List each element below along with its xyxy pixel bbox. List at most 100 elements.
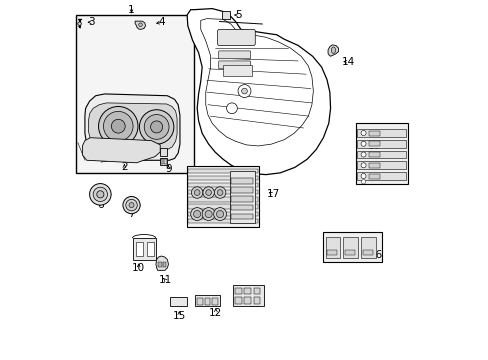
Circle shape bbox=[213, 208, 226, 221]
Text: 4: 4 bbox=[159, 17, 165, 27]
Text: 18: 18 bbox=[367, 141, 380, 151]
Polygon shape bbox=[187, 9, 330, 175]
Polygon shape bbox=[85, 94, 180, 160]
Bar bbox=[345, 250, 355, 255]
Bar bbox=[343, 237, 357, 258]
Text: 3: 3 bbox=[88, 17, 95, 27]
Text: 6: 6 bbox=[97, 200, 103, 210]
Circle shape bbox=[226, 103, 237, 114]
Circle shape bbox=[150, 121, 163, 133]
Bar bbox=[188, 204, 257, 209]
Circle shape bbox=[360, 152, 366, 157]
Bar bbox=[197, 298, 203, 305]
Bar bbox=[76, 15, 194, 173]
Bar bbox=[326, 250, 337, 255]
Text: 13: 13 bbox=[248, 299, 262, 309]
Circle shape bbox=[99, 107, 138, 146]
Bar bbox=[231, 205, 253, 211]
Bar bbox=[356, 150, 406, 158]
Bar bbox=[244, 297, 250, 304]
Circle shape bbox=[125, 199, 137, 211]
Bar bbox=[325, 237, 339, 258]
Circle shape bbox=[216, 211, 223, 218]
Bar bbox=[253, 288, 260, 294]
Bar bbox=[132, 238, 156, 260]
Bar bbox=[231, 178, 253, 184]
Text: 8: 8 bbox=[161, 143, 168, 153]
Circle shape bbox=[97, 191, 104, 198]
Bar bbox=[204, 298, 210, 305]
Bar bbox=[355, 123, 407, 184]
Polygon shape bbox=[156, 256, 168, 270]
Bar bbox=[222, 11, 229, 19]
Circle shape bbox=[360, 174, 366, 179]
Polygon shape bbox=[88, 103, 177, 149]
Bar bbox=[368, 152, 379, 157]
Text: 2: 2 bbox=[121, 162, 127, 172]
Circle shape bbox=[193, 211, 201, 218]
Bar bbox=[188, 197, 257, 202]
Circle shape bbox=[361, 180, 365, 184]
Circle shape bbox=[241, 88, 247, 94]
Circle shape bbox=[202, 208, 215, 221]
Bar bbox=[356, 161, 406, 169]
Circle shape bbox=[203, 187, 214, 198]
Bar bbox=[160, 148, 167, 156]
Bar bbox=[188, 176, 257, 180]
Bar bbox=[160, 158, 167, 165]
Bar bbox=[253, 297, 260, 304]
Text: 9: 9 bbox=[165, 164, 171, 174]
Ellipse shape bbox=[330, 47, 335, 53]
Text: 10: 10 bbox=[132, 263, 145, 273]
Text: 5: 5 bbox=[235, 10, 241, 20]
Circle shape bbox=[238, 85, 250, 98]
Bar bbox=[231, 196, 253, 202]
Bar bbox=[158, 262, 162, 267]
Text: 7: 7 bbox=[128, 209, 135, 219]
Text: 17: 17 bbox=[266, 189, 279, 199]
Circle shape bbox=[144, 114, 169, 139]
Bar bbox=[356, 129, 406, 137]
Bar bbox=[368, 141, 379, 146]
Circle shape bbox=[194, 190, 200, 195]
Bar bbox=[188, 190, 257, 194]
Bar bbox=[188, 183, 257, 187]
Bar bbox=[164, 159, 166, 163]
Bar bbox=[136, 242, 143, 256]
Bar bbox=[235, 288, 241, 294]
Bar bbox=[169, 297, 187, 306]
Bar bbox=[361, 237, 375, 258]
Circle shape bbox=[122, 197, 140, 214]
Bar bbox=[195, 296, 220, 306]
Circle shape bbox=[103, 111, 133, 141]
Text: 14: 14 bbox=[341, 57, 354, 67]
Bar bbox=[187, 166, 258, 226]
Bar bbox=[188, 219, 257, 223]
Bar bbox=[356, 140, 406, 148]
Circle shape bbox=[205, 190, 211, 195]
Bar bbox=[163, 262, 166, 267]
Text: 12: 12 bbox=[209, 308, 222, 318]
Bar bbox=[368, 174, 379, 179]
Circle shape bbox=[360, 163, 366, 168]
Circle shape bbox=[78, 22, 81, 26]
Bar bbox=[230, 171, 255, 223]
Text: 1: 1 bbox=[128, 5, 135, 15]
Bar bbox=[322, 232, 381, 262]
Circle shape bbox=[360, 141, 366, 146]
Text: 11: 11 bbox=[159, 275, 172, 285]
Circle shape bbox=[129, 203, 134, 208]
Bar bbox=[223, 65, 251, 76]
Circle shape bbox=[93, 187, 107, 202]
Circle shape bbox=[214, 187, 225, 198]
Bar bbox=[244, 288, 250, 294]
Circle shape bbox=[360, 131, 366, 135]
Bar bbox=[235, 297, 241, 304]
Text: 16: 16 bbox=[369, 250, 382, 260]
Circle shape bbox=[89, 184, 111, 205]
Ellipse shape bbox=[139, 23, 142, 27]
Bar bbox=[368, 131, 379, 135]
Text: 15: 15 bbox=[172, 311, 185, 320]
Bar bbox=[363, 250, 372, 255]
Bar bbox=[231, 187, 253, 193]
